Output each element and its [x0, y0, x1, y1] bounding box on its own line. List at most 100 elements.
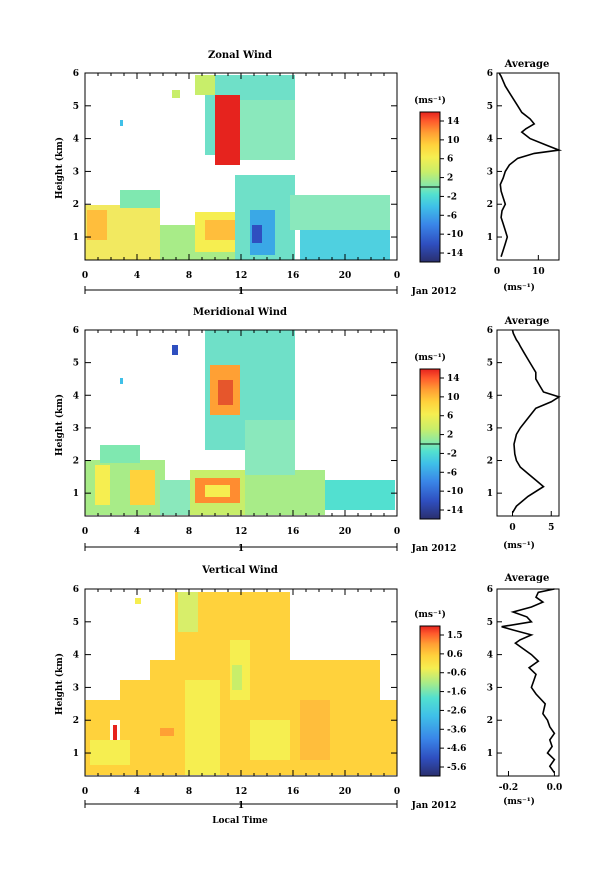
zonal-profile-title: Average — [504, 59, 550, 70]
cbar-tick-label: 10 — [447, 393, 460, 403]
x-tick-label: 20 — [339, 787, 352, 797]
profile-y-tick-label: 1 — [487, 233, 493, 243]
x-tick-label: 4 — [134, 527, 140, 537]
meridional-title: Meridional Wind — [193, 307, 287, 318]
x-tick-label: 8 — [186, 787, 192, 797]
profile-y-tick-label: 3 — [487, 683, 493, 693]
meridional-heatmap-field — [85, 330, 395, 515]
profile-x-tick-label: 0 — [494, 267, 500, 277]
profile-x-tick-label: 10 — [532, 267, 545, 277]
vertical-y-ticks: 1 2 3 4 5 6 — [73, 585, 397, 759]
vertical-xlabel: Local Time — [212, 816, 268, 826]
x-tick-label: 0 — [82, 527, 88, 537]
x-tick-label: 20 — [339, 527, 352, 537]
cbar-tick-label: -5.6 — [447, 763, 466, 773]
zonal-y-ticks: 1 2 3 4 5 6 — [73, 69, 397, 243]
profile-y-tick-label: 2 — [487, 716, 493, 726]
y-tick-label: 6 — [73, 326, 79, 336]
x-tick-label: 0 — [82, 271, 88, 281]
profile-y-tick-label: 4 — [487, 135, 493, 145]
x-tick-label: 0 — [394, 527, 400, 537]
cbar-tick-label: -6 — [447, 468, 457, 478]
x-tick-label: 4 — [134, 787, 140, 797]
cbar-tick-label: 14 — [447, 117, 460, 127]
y-tick-label: 5 — [73, 359, 79, 369]
cbar-tick-label: -1.6 — [447, 688, 466, 698]
zonal-profile-frame — [496, 72, 560, 261]
vertical-heatmap-field — [85, 592, 397, 775]
x-tick-label: 8 — [186, 527, 192, 537]
cbar-tick-label: -4.6 — [447, 744, 466, 754]
y-tick-label: 2 — [73, 200, 79, 210]
vertical-profile-line — [501, 588, 556, 774]
profile-x-tick-label: -0.2 — [499, 783, 518, 793]
meridional-profile-line — [511, 329, 561, 514]
cbar-tick-label: 14 — [447, 374, 460, 384]
profile-y-tick-label: 5 — [487, 102, 493, 112]
x-tick-label: 20 — [339, 271, 352, 281]
meridional-profile-title: Average — [504, 316, 550, 327]
cbar-tick-label: -0.6 — [447, 669, 466, 679]
profile-y-tick-label: 4 — [487, 651, 493, 661]
meridional-profile-xlabel: (ms⁻¹) — [503, 540, 535, 551]
meridional-profile-yticks: 1 2 3 4 5 6 — [487, 326, 502, 499]
cbar-tick-label: -3.6 — [447, 725, 466, 735]
vertical-profile-xlabel: (ms⁻¹) — [503, 796, 535, 807]
cbar-tick-label: 6 — [447, 412, 453, 422]
y-tick-label: 3 — [73, 683, 79, 693]
vertical-profile-frame — [496, 588, 560, 777]
y-tick-label: 4 — [73, 651, 79, 661]
cbar-tick-label: -2 — [447, 192, 457, 202]
y-tick-label: 5 — [73, 102, 79, 112]
x-tick-label: 12 — [235, 271, 248, 281]
y-tick-label: 1 — [73, 749, 79, 759]
y-tick-label: 6 — [73, 69, 79, 79]
cbar-tick-label: 1.5 — [447, 631, 463, 641]
zonal-x-ticks: 0 4 8 12 16 20 0 — [82, 73, 400, 281]
cbar-tick-label: 0.6 — [447, 650, 463, 660]
vertical-day-label: 1 — [238, 801, 244, 811]
zonal-title: Zonal Wind — [208, 50, 272, 61]
cbar-tick-label: 2 — [447, 174, 453, 184]
zonal-day-label: 1 — [238, 287, 244, 297]
x-tick-label: 0 — [394, 271, 400, 281]
y-tick-label: 2 — [73, 716, 79, 726]
meridional-cbar-ticks: 14 10 6 2 -2 -6 -10 -14 — [440, 374, 463, 516]
cbar-tick-label: 6 — [447, 155, 453, 165]
zonal-heatmap-field — [85, 75, 390, 260]
profile-y-tick-label: 5 — [487, 359, 493, 369]
zonal-cbar-unit: (ms⁻¹) — [414, 95, 446, 106]
meridional-day-label: 1 — [238, 544, 244, 554]
vertical-title: Vertical Wind — [201, 565, 278, 576]
y-tick-label: 1 — [73, 233, 79, 243]
zonal-profile-line — [498, 72, 563, 257]
x-tick-label: 8 — [186, 271, 192, 281]
zonal-date-label: Jan 2012 — [411, 287, 457, 297]
profile-y-tick-label: 1 — [487, 749, 493, 759]
profile-y-tick-label: 3 — [487, 424, 493, 434]
y-tick-label: 6 — [73, 585, 79, 595]
profile-y-tick-label: 6 — [487, 326, 493, 336]
y-tick-label: 2 — [73, 457, 79, 467]
x-tick-label: 16 — [287, 787, 300, 797]
profile-y-tick-label: 4 — [487, 391, 493, 401]
x-tick-label: 0 — [82, 787, 88, 797]
profile-x-tick-label: 5 — [548, 523, 554, 533]
x-tick-label: 0 — [394, 787, 400, 797]
meridional-profile-frame — [496, 329, 560, 517]
cbar-tick-label: -2 — [447, 449, 457, 459]
cbar-tick-label: -10 — [447, 230, 463, 240]
vertical-cbar-unit: (ms⁻¹) — [414, 609, 446, 620]
y-tick-label: 1 — [73, 489, 79, 499]
vertical-ylabel: Height (km) — [54, 653, 65, 715]
x-tick-label: 16 — [287, 527, 300, 537]
vertical-cbar-ticks: 1.5 0.6 -0.6 -1.6 -2.6 -3.6 -4.6 -5.6 — [440, 631, 466, 773]
meridional-cbar-unit: (ms⁻¹) — [414, 352, 446, 363]
profile-y-tick-label: 2 — [487, 457, 493, 467]
vertical-colorbar — [419, 625, 441, 777]
